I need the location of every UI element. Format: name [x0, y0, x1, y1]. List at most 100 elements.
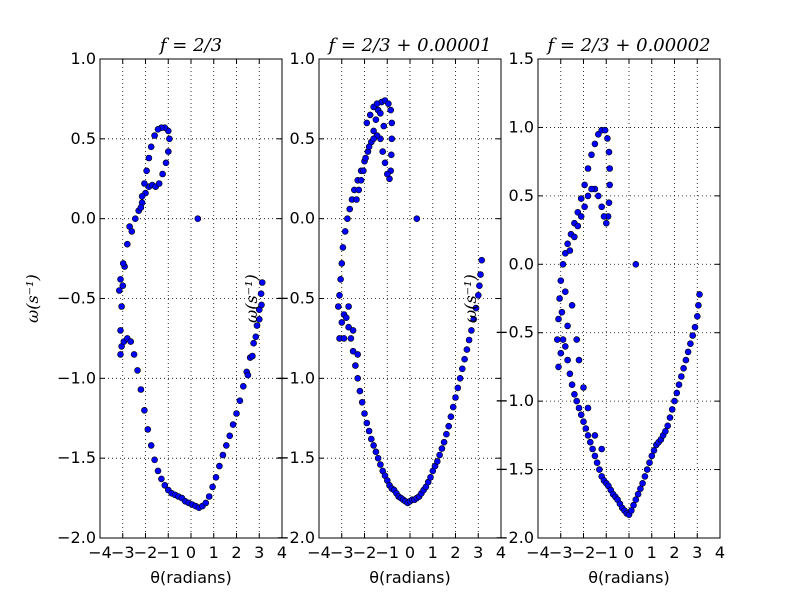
data-point	[361, 410, 368, 417]
y-tick-label: −2.0	[57, 528, 96, 547]
x-tick-label: −3	[330, 543, 354, 562]
data-point	[353, 196, 360, 203]
data-point	[143, 167, 150, 175]
data-point	[588, 185, 595, 193]
data-point	[673, 389, 681, 397]
x-tick-label: 4	[277, 543, 287, 562]
data-point	[427, 473, 434, 481]
data-point	[341, 228, 349, 235]
x-tick-label: −3	[111, 543, 135, 562]
data-point	[117, 275, 124, 283]
y-tick-label: 1.0	[509, 117, 534, 136]
y-tick-label: −1.5	[495, 460, 534, 479]
data-point	[601, 126, 609, 134]
data-point	[458, 365, 466, 373]
data-point	[387, 151, 395, 159]
y-axis: −2.0 −1.5 −1.0 −0.5 0.0 0.5 1.0	[57, 49, 282, 547]
data-point	[236, 397, 244, 405]
y-tick-label: 0.5	[290, 129, 315, 148]
x-tick-label: 2	[231, 543, 241, 562]
data-point	[130, 351, 138, 358]
data-point	[387, 106, 395, 114]
data-point	[372, 116, 380, 123]
data-point	[463, 346, 471, 353]
data-point	[151, 132, 158, 139]
data-point	[684, 348, 692, 356]
data-point	[379, 148, 387, 155]
data-point	[574, 222, 582, 230]
data-point	[342, 314, 350, 322]
x-tick-label: −1	[375, 543, 399, 562]
data-point	[598, 445, 606, 453]
y-tick-label: 0.0	[290, 209, 315, 228]
data-point	[559, 260, 567, 268]
data-point	[356, 387, 364, 395]
data-point	[141, 180, 148, 187]
data-point	[117, 327, 124, 334]
data-point	[596, 466, 603, 473]
data-point	[447, 413, 455, 421]
data-point	[346, 205, 354, 213]
y-tick-label: −1.5	[276, 448, 315, 467]
data-point	[349, 347, 357, 355]
y-tick-label: 0.5	[71, 129, 96, 148]
data-point	[338, 260, 346, 267]
data-point	[571, 390, 578, 398]
y-axis: −2.0 −1.5 −1.0 −0.5 0.0 0.5 1.0 1.5	[495, 49, 720, 547]
data-point	[588, 151, 595, 159]
data-point	[639, 479, 646, 487]
data-point	[584, 192, 592, 200]
data-point	[605, 148, 613, 156]
data-point	[252, 333, 260, 341]
data-point	[559, 336, 567, 343]
data-point	[388, 135, 396, 143]
data-point	[433, 458, 441, 465]
data-point	[586, 438, 594, 446]
data-point	[373, 100, 381, 107]
data-point	[454, 384, 462, 392]
data-point	[641, 473, 649, 480]
chart-panel-1: −4 −3 −2 −1 0 1 2 3 4 −2.0 −1.5 −1.0 −0.5 0.0 0.5 1.0 f …	[23, 35, 287, 587]
y-tick-label: −0.5	[495, 323, 534, 342]
chart-panel-2: −4 −3 −2 −1 0 1 2 3 4−2.0−1.5−1.0−0.50.00.51.0f …	[242, 35, 506, 587]
data-point	[334, 303, 342, 310]
data-point	[564, 356, 571, 364]
data-point	[677, 373, 685, 380]
y-tick-label: 1.0	[290, 49, 315, 68]
data-point	[602, 219, 610, 227]
data-point	[340, 335, 348, 342]
data-point	[689, 332, 697, 339]
data-point	[117, 351, 124, 358]
data-point	[363, 419, 371, 427]
x-tick-label: −4	[88, 543, 112, 562]
data-point	[155, 180, 163, 187]
data-point	[366, 111, 374, 119]
x-tick-label: −2	[572, 543, 596, 562]
data-point	[553, 336, 561, 343]
data-point	[594, 192, 602, 200]
y-tick-label: 0.5	[509, 186, 534, 205]
data-point	[205, 493, 213, 500]
data-point	[162, 159, 170, 167]
data-point	[573, 336, 581, 343]
data-point	[349, 327, 357, 334]
x-tick-label: −1	[594, 543, 618, 562]
data-point	[476, 282, 483, 290]
data-point	[606, 165, 614, 172]
data-point	[478, 256, 486, 264]
data-point	[671, 397, 678, 405]
x-tick-label: −2	[353, 543, 377, 562]
data-point	[584, 432, 592, 439]
data-point	[452, 394, 459, 401]
data-point	[591, 140, 599, 148]
data-point	[646, 459, 653, 467]
y-tick-label: −1.5	[57, 448, 96, 467]
data-point	[370, 442, 377, 449]
data-point	[577, 411, 585, 419]
data-point	[363, 119, 371, 127]
chart-title: f = 2/3 + 0.00002	[545, 35, 710, 56]
x-tick-label: 1	[209, 543, 219, 562]
x-tick-label: −2	[134, 543, 158, 562]
data-point	[367, 435, 375, 443]
